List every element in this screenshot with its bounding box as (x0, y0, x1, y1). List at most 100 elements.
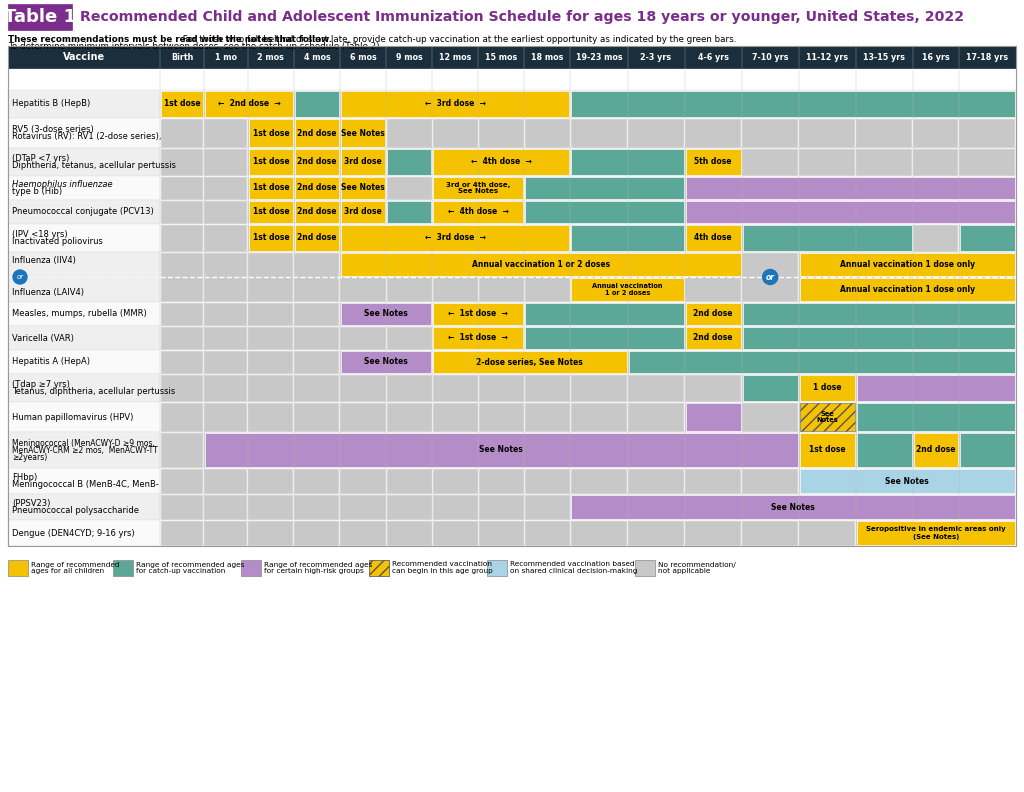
Bar (913, 148, 958, 176)
Bar (161, 326, 204, 349)
Bar (205, 494, 247, 520)
Text: See Notes: See Notes (771, 502, 815, 512)
Bar (571, 326, 627, 349)
Bar (161, 402, 204, 432)
Bar (799, 432, 855, 467)
Bar (856, 253, 912, 302)
Bar (571, 303, 627, 326)
Bar (685, 494, 741, 520)
Text: RV5 (3-dose series): RV5 (3-dose series) (12, 125, 94, 134)
Bar (387, 351, 432, 374)
Bar (628, 224, 684, 252)
Bar (387, 520, 432, 546)
Bar (571, 91, 1015, 117)
Bar (205, 469, 247, 493)
Bar (433, 253, 478, 302)
Bar (742, 402, 798, 432)
Bar (205, 148, 247, 176)
Text: Recommended Child and Adolescent Immunization Schedule for ages 18 years or youn: Recommended Child and Adolescent Immuniz… (80, 10, 965, 24)
Bar (686, 403, 740, 431)
Text: 3rd dose: 3rd dose (344, 158, 382, 166)
Bar (248, 494, 294, 520)
Bar (479, 494, 524, 520)
Text: Varicella (VAR): Varicella (VAR) (12, 333, 74, 342)
Bar (856, 119, 912, 147)
Text: ←  4th dose  →: ← 4th dose → (471, 158, 531, 166)
Bar (571, 375, 627, 402)
Bar (686, 327, 740, 349)
Bar (628, 351, 684, 374)
Bar (161, 253, 204, 302)
Bar (479, 351, 524, 374)
Bar (685, 148, 741, 176)
Bar (857, 403, 1015, 431)
Bar (341, 201, 385, 223)
Bar (8, 224, 1016, 252)
Bar (294, 520, 340, 546)
Bar (959, 224, 1016, 252)
Bar (628, 200, 684, 223)
Bar (628, 469, 684, 493)
Bar (799, 177, 855, 200)
Bar (685, 90, 741, 117)
Bar (341, 149, 385, 175)
Text: ≥2years): ≥2years) (12, 452, 47, 462)
Text: ←  2nd dose  →: ← 2nd dose → (217, 100, 281, 109)
Bar (799, 351, 855, 374)
Text: Hepatitis B (HepB): Hepatitis B (HepB) (12, 100, 90, 109)
Bar (161, 351, 204, 374)
Bar (628, 119, 684, 147)
Text: See Notes: See Notes (341, 184, 385, 192)
Bar (387, 200, 432, 223)
Bar (628, 402, 684, 432)
Text: 16 yrs: 16 yrs (922, 52, 950, 62)
Bar (799, 224, 855, 252)
Bar (294, 494, 340, 520)
Bar (369, 560, 389, 576)
Bar (913, 224, 958, 252)
Bar (479, 119, 524, 147)
Bar (856, 303, 912, 326)
Bar (249, 119, 293, 147)
Bar (525, 224, 570, 252)
Bar (8, 4, 72, 30)
Text: Annual vaccination 1 or 2 doses: Annual vaccination 1 or 2 doses (472, 260, 610, 269)
Bar (571, 432, 627, 467)
Bar (959, 303, 1016, 326)
Bar (205, 520, 247, 546)
Bar (525, 494, 570, 520)
Bar (8, 468, 1016, 494)
Bar (800, 253, 1015, 276)
Bar (525, 148, 570, 176)
Text: Pneumococcal polysaccharide: Pneumococcal polysaccharide (12, 506, 139, 516)
Text: 1st dose: 1st dose (253, 158, 289, 166)
Bar (248, 119, 294, 147)
Text: See Notes: See Notes (341, 128, 385, 138)
Bar (248, 432, 294, 467)
Bar (856, 351, 912, 374)
Bar (433, 327, 523, 349)
Bar (341, 91, 569, 117)
Bar (742, 375, 798, 401)
Text: Pneumococcal conjugate (PCV13): Pneumococcal conjugate (PCV13) (12, 208, 154, 216)
Bar (685, 200, 741, 223)
Circle shape (13, 270, 27, 284)
Bar (249, 177, 293, 199)
Bar (856, 148, 912, 176)
Text: 7-10 yrs: 7-10 yrs (752, 52, 788, 62)
Text: Inactivated poliovirus: Inactivated poliovirus (12, 238, 102, 246)
Bar (742, 520, 798, 546)
Bar (387, 469, 432, 493)
Bar (856, 90, 912, 117)
Bar (857, 375, 1015, 401)
Text: Influenza (LAIV4): Influenza (LAIV4) (12, 288, 84, 298)
Bar (856, 432, 912, 467)
Text: For those who fall behind or start late, provide catch-up vaccination at the ear: For those who fall behind or start late,… (180, 35, 736, 44)
Bar (913, 303, 958, 326)
Bar (248, 351, 294, 374)
Bar (205, 375, 247, 402)
Bar (913, 177, 958, 200)
Bar (742, 303, 798, 326)
Bar (959, 177, 1016, 200)
Text: 15 mos: 15 mos (485, 52, 517, 62)
